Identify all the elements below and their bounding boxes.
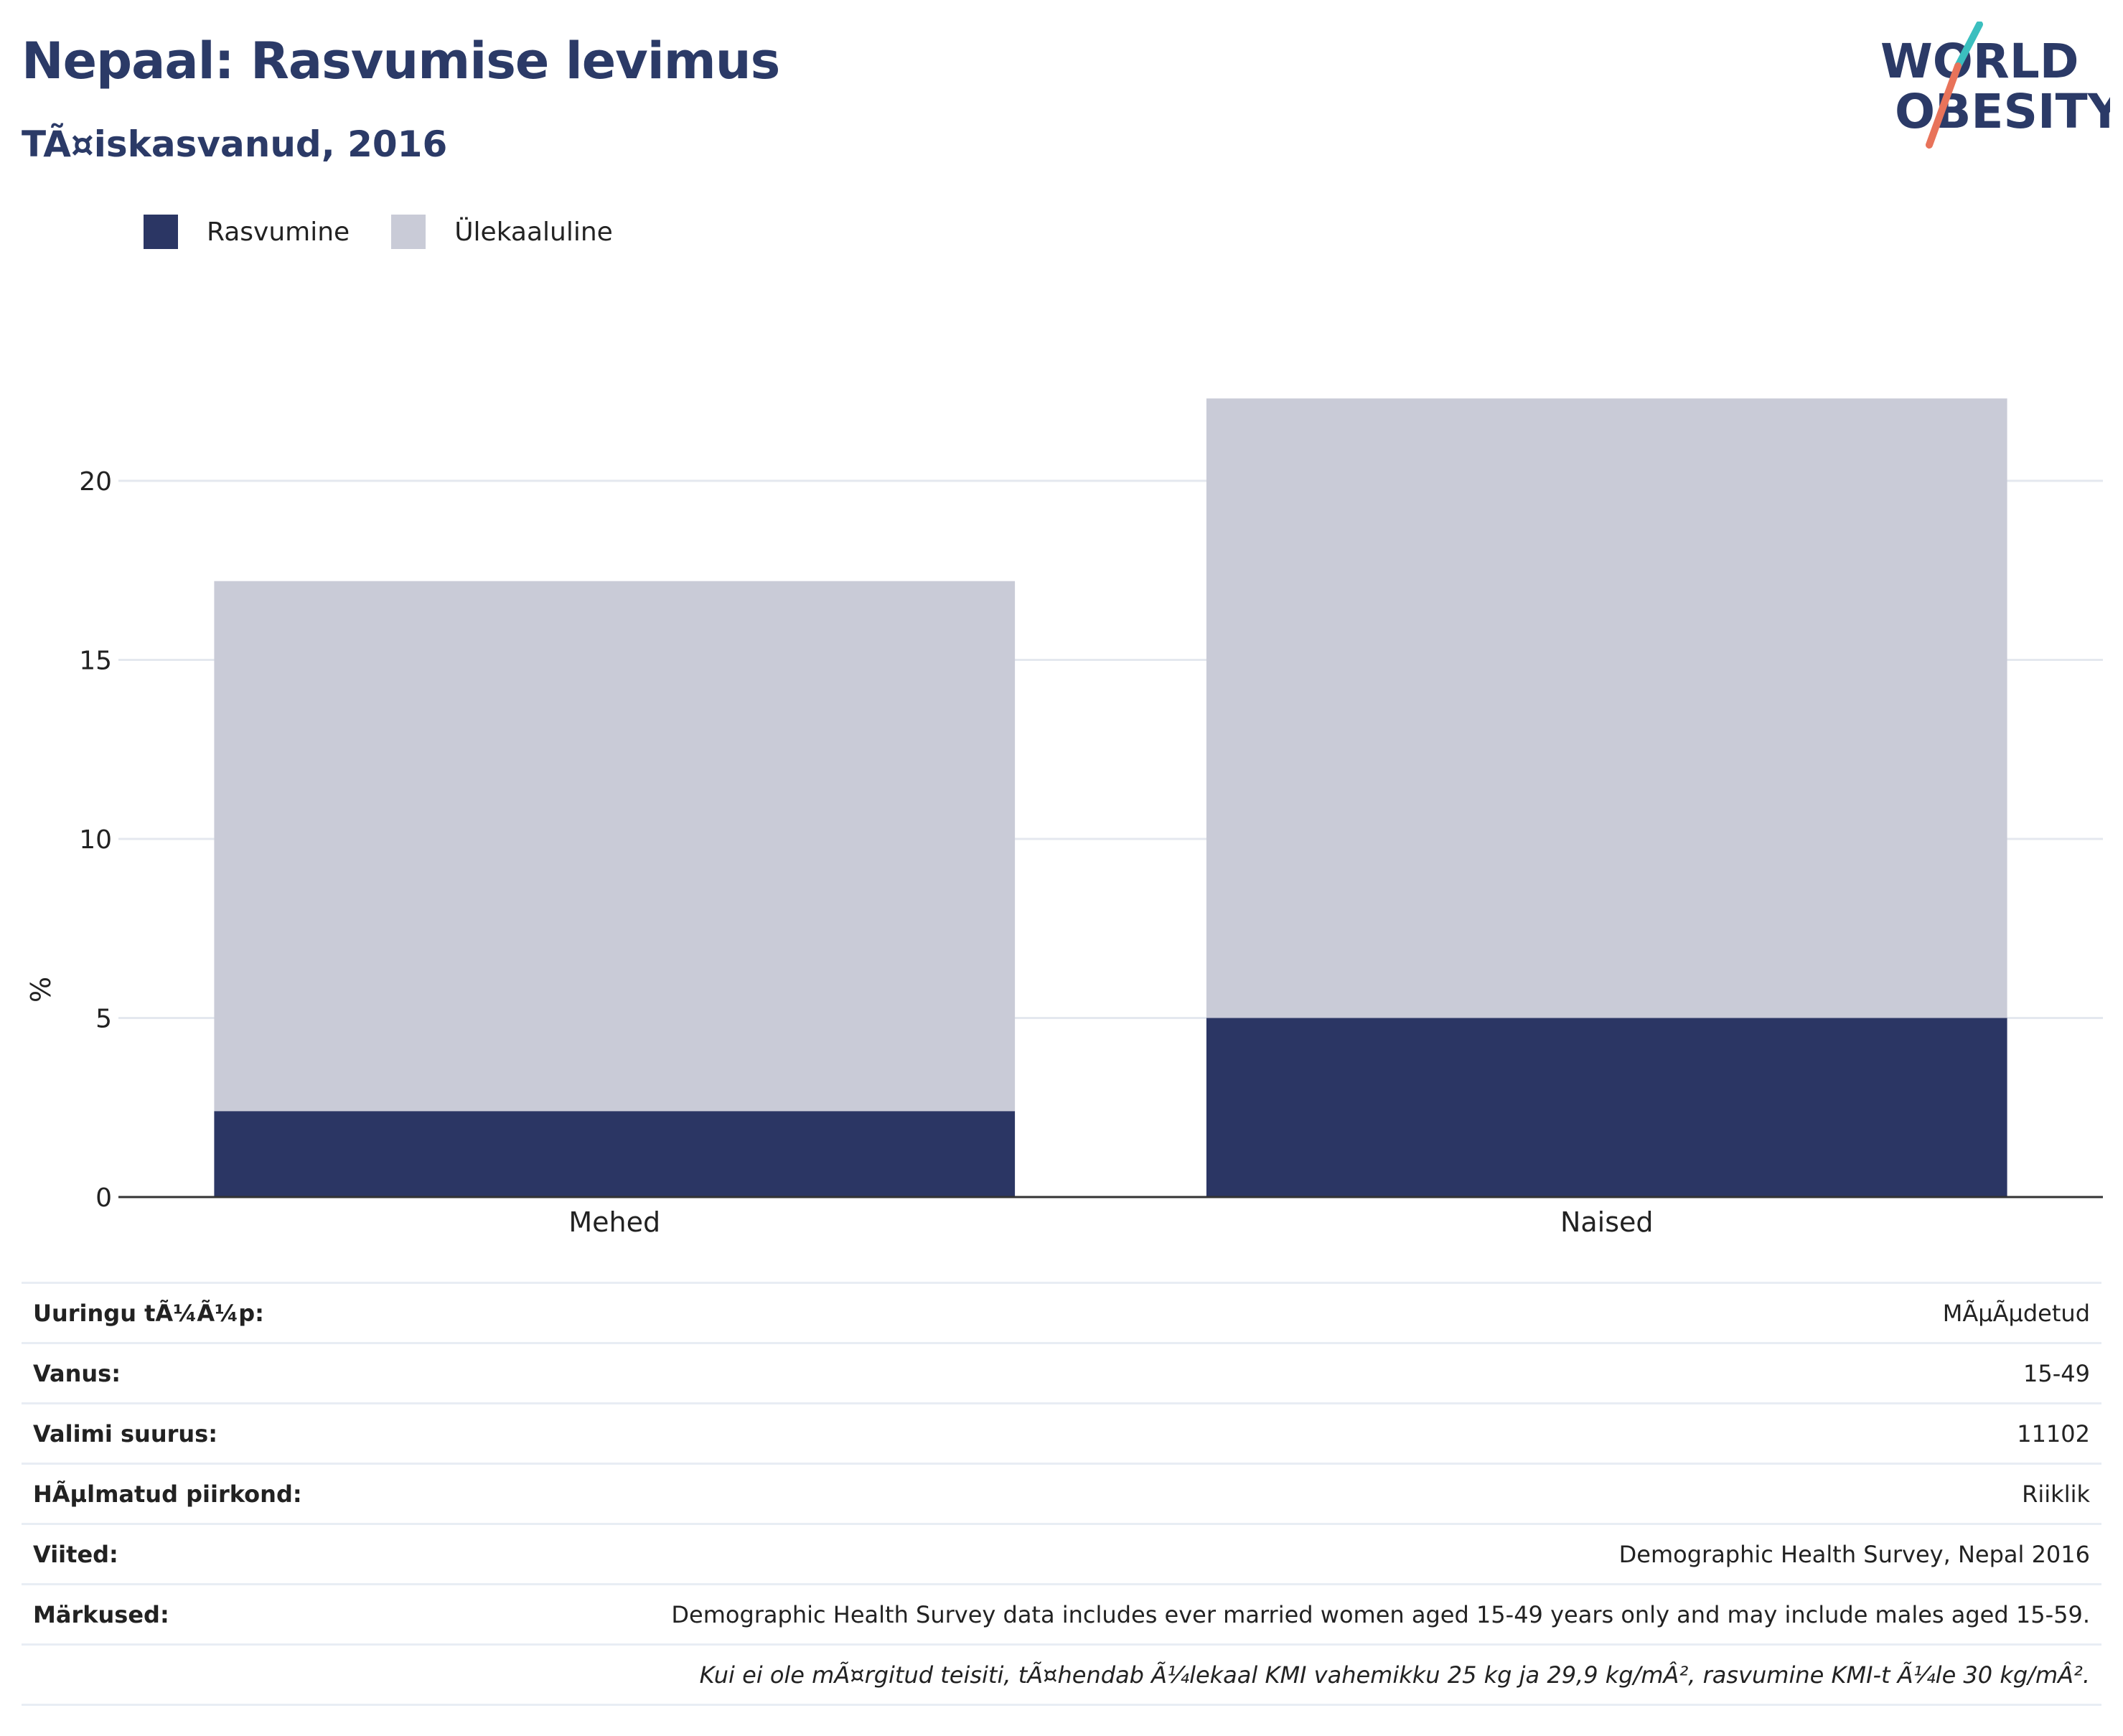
survey-info-table: Uuringu tÃ¼Ã¼p: MÃµÃµdetud Vanus: 15-49 … [22,1282,2101,1706]
info-row: Märkused: Demographic Health Survey data… [22,1583,2101,1645]
info-value: Demographic Health Survey data includes … [418,1583,2101,1645]
world-obesity-logo: WORLD OBESITY [1880,22,2110,149]
logo-text-world: WORLD [1880,34,2079,89]
info-key: HÃµlmatud piirkond: [22,1463,418,1524]
legend-item-ulekaaluline: Ülekaaluline [391,215,613,249]
logo-slash-teal [1954,22,1983,70]
info-note-row: Kui ei ole mÃ¤rgitud teisiti, tÃ¤hendab … [22,1643,2101,1706]
legend-swatch-ulekaaluline [391,215,426,249]
legend-label-rasvumine: Rasvumine [207,217,350,247]
legend-label-ulekaaluline: Ülekaaluline [454,217,613,247]
info-key: Uuringu tÃ¼Ã¼p: [22,1282,418,1343]
bar-segment [214,1111,1016,1197]
bar-segment [1206,1018,2007,1197]
y-tick-label: 0 [95,1183,112,1213]
y-tick-label: 20 [79,467,112,497]
info-key: Märkused: [22,1583,418,1645]
info-key: Viited: [22,1523,418,1585]
y-tick-label: 10 [79,825,112,855]
info-row: Uuringu tÃ¼Ã¼p: MÃµÃµdetud [22,1282,2101,1343]
info-key: Valimi suurus: [22,1402,418,1464]
info-value: Riiklik [418,1463,2101,1524]
y-tick-label: 5 [95,1005,112,1034]
bar-segment [1206,398,2007,1018]
info-value: Demographic Health Survey, Nepal 2016 [418,1523,2101,1585]
logo-text-obesity: OBESITY [1895,84,2110,139]
info-value: MÃµÃµdetud [418,1282,2101,1343]
stacked-bar-chart: 0 5 10 15 20% Mehed Naised [25,398,2103,1238]
info-value: 11102 [418,1402,2101,1464]
y-axis-label: % [25,977,57,1003]
x-tick-label: Mehed [568,1206,660,1238]
info-key: Vanus: [22,1342,418,1404]
legend-item-rasvumine: Rasvumine [144,215,350,249]
info-note: Kui ei ole mÃ¤rgitud teisiti, tÃ¤hendab … [418,1643,2101,1706]
info-row: Viited: Demographic Health Survey, Nepal… [22,1523,2101,1585]
bar-segment [214,581,1016,1112]
chart-title: Nepaal: Rasvumise levimus [22,32,780,90]
info-row: HÃµlmatud piirkond: Riiklik [22,1463,2101,1524]
info-row: Valimi suurus: 11102 [22,1402,2101,1464]
chart-subtitle: TÃ¤iskasvanud, 2016 [22,123,448,165]
logo-slash-coral [1926,62,1962,149]
chart-legend: Rasvumine Ülekaaluline [144,212,655,251]
info-value: 15-49 [418,1342,2101,1404]
info-row: Vanus: 15-49 [22,1342,2101,1404]
x-tick-label: Naised [1560,1206,1654,1238]
info-note-spacer [22,1643,418,1706]
y-tick-label: 15 [79,647,112,676]
legend-swatch-rasvumine [144,215,178,249]
